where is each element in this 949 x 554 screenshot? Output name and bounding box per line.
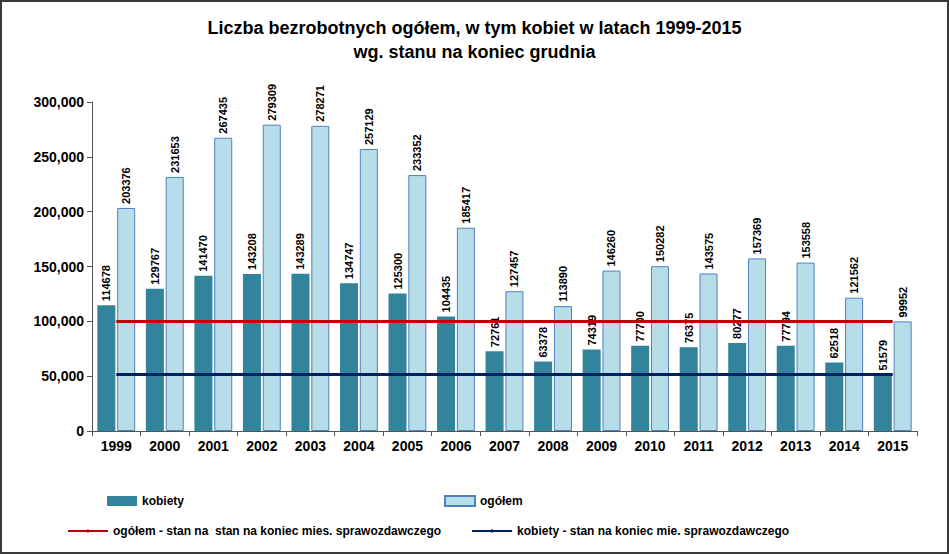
- svg-text:157369: 157369: [751, 218, 763, 255]
- svg-text:50,000: 50,000: [41, 368, 84, 384]
- svg-text:113890: 113890: [557, 266, 569, 302]
- svg-text:278271: 278271: [314, 85, 326, 122]
- svg-text:129767: 129767: [149, 248, 161, 285]
- svg-text:141470: 141470: [197, 235, 209, 272]
- svg-text:114678: 114678: [100, 265, 112, 301]
- svg-text:63378: 63378: [537, 327, 549, 358]
- svg-text:153558: 153558: [800, 222, 812, 259]
- svg-text:ogółem - stan na stan na koni: ogółem - stan na stan na koniec mies. sp…: [113, 524, 441, 538]
- svg-text:77794: 77794: [780, 310, 792, 341]
- svg-text:300,000: 300,000: [33, 94, 84, 110]
- svg-text:99952: 99952: [897, 287, 909, 318]
- svg-text:51579: 51579: [877, 340, 889, 371]
- svg-text:74319: 74319: [586, 315, 598, 346]
- svg-text:2014: 2014: [829, 438, 860, 454]
- svg-text:2015: 2015: [877, 438, 908, 454]
- svg-text:2000: 2000: [149, 438, 180, 454]
- svg-text:0: 0: [76, 423, 84, 439]
- svg-text:Liczba bezrobotnych ogółem, w: Liczba bezrobotnych ogółem, w tym kobiet…: [207, 18, 741, 38]
- svg-text:279309: 279309: [266, 84, 278, 121]
- svg-text:150282: 150282: [654, 225, 666, 262]
- svg-text:2007: 2007: [489, 438, 520, 454]
- svg-text:2009: 2009: [586, 438, 617, 454]
- svg-text:2002: 2002: [246, 438, 277, 454]
- svg-text:2004: 2004: [343, 438, 374, 454]
- svg-text:77700: 77700: [634, 311, 646, 342]
- svg-text:2011: 2011: [683, 438, 714, 454]
- svg-text:2003: 2003: [295, 438, 326, 454]
- svg-text:2010: 2010: [635, 438, 666, 454]
- svg-text:250,000: 250,000: [33, 149, 84, 165]
- svg-text:100,000: 100,000: [33, 313, 84, 329]
- svg-text:143208: 143208: [246, 233, 258, 270]
- svg-text:127457: 127457: [508, 251, 520, 288]
- svg-text:2006: 2006: [440, 438, 471, 454]
- svg-text:150,000: 150,000: [33, 259, 84, 275]
- svg-text:200,000: 200,000: [33, 204, 84, 220]
- svg-text:125300: 125300: [392, 253, 404, 290]
- svg-text:62518: 62518: [828, 328, 840, 359]
- svg-text:76375: 76375: [683, 313, 695, 344]
- svg-text:203376: 203376: [120, 167, 132, 204]
- svg-text:104435: 104435: [440, 276, 452, 313]
- svg-text:143575: 143575: [703, 233, 715, 270]
- svg-text:231653: 231653: [169, 136, 181, 173]
- svg-text:2005: 2005: [392, 438, 423, 454]
- svg-text:2013: 2013: [780, 438, 811, 454]
- svg-text:185417: 185417: [460, 187, 472, 224]
- svg-text:wg. stanu na koniec grudnia: wg. stanu na koniec grudnia: [352, 42, 596, 62]
- svg-text:72761: 72761: [488, 316, 501, 348]
- svg-text:267435: 267435: [217, 97, 229, 134]
- svg-text:233352: 233352: [411, 134, 423, 171]
- svg-text:1999: 1999: [101, 438, 132, 454]
- svg-text:80277: 80277: [731, 308, 743, 339]
- svg-text:kobiety - stan na koniec mie.: kobiety - stan na koniec mie. sprawozdaw…: [517, 524, 789, 538]
- svg-text:kobiety: kobiety: [142, 494, 184, 508]
- svg-text:2001: 2001: [198, 438, 229, 454]
- svg-text:143289: 143289: [294, 233, 306, 270]
- svg-text:121562: 121562: [848, 257, 860, 294]
- svg-text:2008: 2008: [537, 438, 568, 454]
- svg-text:134747: 134747: [343, 243, 355, 280]
- svg-text:146260: 146260: [605, 230, 617, 267]
- svg-text:ogółem: ogółem: [480, 494, 523, 508]
- svg-text:2012: 2012: [732, 438, 763, 454]
- svg-text:257129: 257129: [363, 108, 375, 145]
